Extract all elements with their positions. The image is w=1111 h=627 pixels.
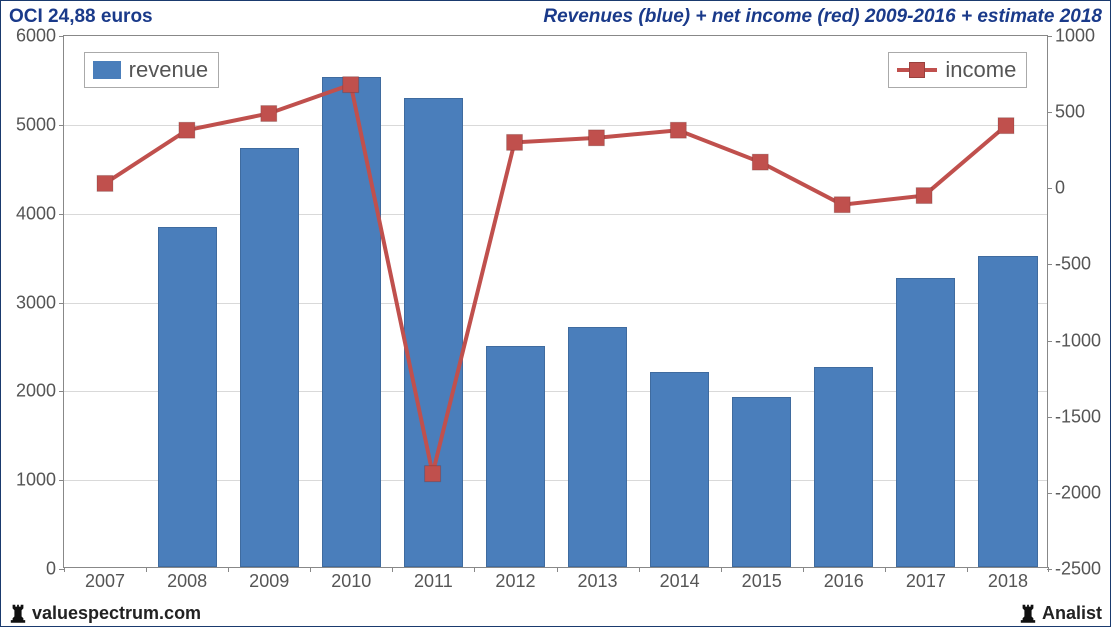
header-right-text: Revenues (blue) + net income (red) 2009-…	[543, 6, 1102, 28]
y-left-tick-label: 6000	[16, 26, 56, 47]
legend-income-label: income	[945, 57, 1016, 83]
legend-income: income	[888, 52, 1027, 88]
x-tick-label: 2008	[167, 571, 207, 592]
x-tick-label: 2009	[249, 571, 289, 592]
x-tick-label: 2018	[988, 571, 1028, 592]
y-left-tick-label: 3000	[16, 292, 56, 313]
income-marker	[998, 118, 1014, 134]
rook-icon	[1019, 603, 1037, 623]
income-marker	[507, 134, 523, 150]
y-left-tick-label: 5000	[16, 114, 56, 135]
plot-wrap: 0100020003000400050006000-2500-2000-1500…	[1, 29, 1110, 598]
x-tick-label: 2014	[660, 571, 700, 592]
y-left-tick-label: 4000	[16, 203, 56, 224]
y-right-tick-label: -1000	[1055, 330, 1101, 351]
footer-left-text: valuespectrum.com	[32, 603, 201, 624]
income-marker	[670, 122, 686, 138]
income-marker	[97, 175, 113, 191]
income-marker	[916, 188, 932, 204]
chart-footer: valuespectrum.com Analist	[1, 598, 1110, 626]
legend-revenue: revenue	[84, 52, 220, 88]
x-tick-label: 2017	[906, 571, 946, 592]
chart-header: OCI 24,88 euros Revenues (blue) + net in…	[1, 1, 1110, 29]
y-right-tick-label: 1000	[1055, 26, 1095, 47]
footer-left: valuespectrum.com	[9, 603, 201, 624]
y-left-tick-label: 2000	[16, 381, 56, 402]
y-left-tick-label: 0	[46, 559, 56, 580]
plot-area: 0100020003000400050006000-2500-2000-1500…	[63, 35, 1048, 568]
legend-income-swatch	[897, 61, 937, 79]
income-marker	[261, 106, 277, 122]
income-marker	[425, 466, 441, 482]
y-right-tick-label: -500	[1055, 254, 1091, 275]
x-tick-label: 2010	[331, 571, 371, 592]
income-marker	[343, 77, 359, 93]
y-right-tick-label: -2500	[1055, 559, 1101, 580]
legend-revenue-label: revenue	[129, 57, 209, 83]
x-tick-label: 2012	[495, 571, 535, 592]
chart-container: OCI 24,88 euros Revenues (blue) + net in…	[0, 0, 1111, 627]
legend-revenue-swatch	[93, 61, 121, 79]
y-right-tick-label: 500	[1055, 102, 1085, 123]
y-left-tick-label: 1000	[16, 470, 56, 491]
header-left-text: OCI 24,88 euros	[9, 6, 153, 28]
income-marker	[179, 122, 195, 138]
income-marker	[834, 197, 850, 213]
rook-icon	[9, 603, 27, 623]
y-right-tick-label: -2000	[1055, 482, 1101, 503]
footer-right: Analist	[1019, 603, 1102, 624]
y-right-tick-label: 0	[1055, 178, 1065, 199]
footer-right-text: Analist	[1042, 603, 1102, 624]
x-tick-label: 2016	[824, 571, 864, 592]
x-tick-label: 2015	[742, 571, 782, 592]
y-right-tick-label: -1500	[1055, 406, 1101, 427]
income-marker	[752, 154, 768, 170]
income-line	[64, 36, 1047, 568]
income-marker	[588, 130, 604, 146]
x-tick-label: 2011	[414, 571, 453, 592]
x-tick-label: 2007	[85, 571, 125, 592]
x-tick-label: 2013	[578, 571, 618, 592]
